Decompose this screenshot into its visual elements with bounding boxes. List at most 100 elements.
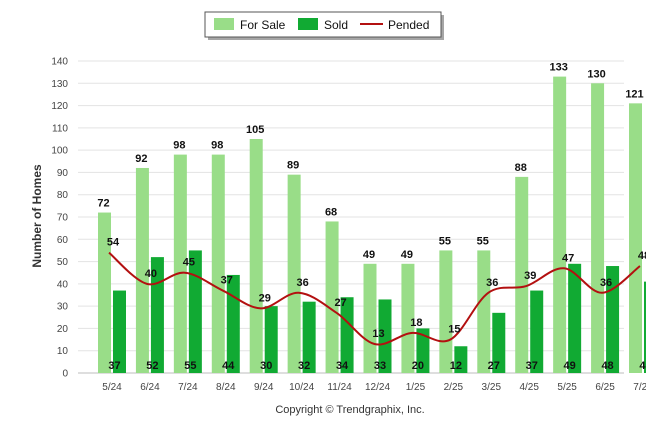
for-sale-bar xyxy=(439,250,453,373)
y-tick-label: 50 xyxy=(57,257,69,268)
for-sale-bar xyxy=(173,154,187,373)
for-sale-value-label: 89 xyxy=(287,160,299,172)
x-tick-label: 12/24 xyxy=(365,382,390,393)
pended-value-label: 39 xyxy=(524,270,536,282)
x-tick-label: 3/25 xyxy=(482,382,502,393)
x-tick-label: 5/24 xyxy=(102,382,122,393)
pended-value-label: 36 xyxy=(600,277,612,289)
pended-line-path xyxy=(108,251,641,346)
for-sale-value-label: 55 xyxy=(477,235,489,247)
y-tick-label: 30 xyxy=(57,302,69,313)
sold-bar xyxy=(416,328,430,373)
for-sale-value-label: 68 xyxy=(325,206,337,218)
for-sale-value-label: 98 xyxy=(211,140,223,152)
sold-bar xyxy=(492,312,506,373)
x-tick-label: 6/25 xyxy=(595,382,615,393)
x-tick-label: 4/25 xyxy=(519,382,539,393)
pended-value-label: 54 xyxy=(107,237,120,249)
legend-box xyxy=(204,11,442,38)
x-tick-label: 10/24 xyxy=(289,382,314,393)
sold-value-label: 30 xyxy=(260,360,272,372)
y-tick-label: 120 xyxy=(51,101,68,112)
sold-value-label: 44 xyxy=(222,360,235,372)
pended-value-label: 36 xyxy=(486,277,498,289)
for-sale-bar xyxy=(553,76,567,373)
sold-value-label: 55 xyxy=(184,360,196,372)
y-tick-label: 130 xyxy=(51,79,68,90)
y-tick-label: 70 xyxy=(57,213,69,224)
for-sale-bar xyxy=(629,103,642,373)
for-sale-value-label: 121 xyxy=(625,88,643,100)
sold-value-label: 49 xyxy=(564,360,576,372)
sold-value-label: 27 xyxy=(488,360,500,372)
copyright-text: Copyright © Trendgraphix, Inc. xyxy=(275,404,424,416)
x-tick-label: 8/24 xyxy=(216,382,236,393)
y-tick-label: 10 xyxy=(57,346,69,357)
grid xyxy=(78,60,624,374)
y-axis-label: Number of Homes xyxy=(30,164,44,268)
pended-value-label: 13 xyxy=(372,328,384,340)
y-tick-label: 0 xyxy=(62,369,68,380)
for-sale-bar xyxy=(211,154,225,373)
for-sale-bar xyxy=(98,212,111,373)
for-sale-bar xyxy=(325,221,339,373)
x-tick-label: 6/24 xyxy=(140,382,160,393)
x-tick-label: 11/24 xyxy=(327,382,352,393)
sold-bar xyxy=(150,257,164,373)
for-sale-bar xyxy=(401,263,415,373)
for-sale-bar xyxy=(287,174,301,373)
y-tick-label: 90 xyxy=(57,168,69,179)
y-tick-label: 140 xyxy=(51,57,68,68)
pended-value-label: 40 xyxy=(145,268,157,280)
pended-value-label: 18 xyxy=(410,317,422,329)
for-sale-bar xyxy=(477,250,491,373)
y-tick-label: 110 xyxy=(52,123,68,134)
x-tick-label: 2/25 xyxy=(444,382,464,393)
for-sale-value-label: 105 xyxy=(246,124,264,136)
y-tick-label: 40 xyxy=(57,279,69,290)
sold-bar xyxy=(530,290,544,373)
sold-bar xyxy=(302,301,316,373)
x-tick-label: 9/24 xyxy=(254,382,274,393)
for-sale-value-label: 98 xyxy=(173,140,185,152)
sold-value-label: 33 xyxy=(374,360,386,372)
for-sale-value-label: 49 xyxy=(401,249,413,261)
y-tick-label: 100 xyxy=(51,146,68,157)
pended-value-label: 36 xyxy=(297,277,309,289)
for-sale-value-label: 88 xyxy=(515,162,527,174)
sold-bar xyxy=(568,263,582,373)
for-sale-bar xyxy=(591,83,605,374)
x-tick-label: 7/24 xyxy=(178,382,198,393)
pended-value-label: 48 xyxy=(638,250,646,262)
legend-swatch-sold xyxy=(298,18,318,30)
for-sale-bar xyxy=(135,167,149,373)
pended-value-label: 15 xyxy=(448,324,460,336)
axes: 0 10 20 30 40 50 60 70 80 90 100 110 120 130 140 5/24 6/… xyxy=(51,57,646,394)
legend-swatch-for-sale xyxy=(214,18,234,30)
sold-value-label: 37 xyxy=(526,360,538,372)
sold-value-label: 32 xyxy=(298,360,310,372)
for-sale-value-label: 92 xyxy=(135,153,147,165)
sold-bar xyxy=(644,281,646,373)
for-sale-value-label: 55 xyxy=(439,235,451,247)
x-tick-label: 7/25 xyxy=(633,382,646,393)
sold-bar xyxy=(340,297,354,373)
sold-bar xyxy=(264,306,278,373)
sold-bar xyxy=(226,274,240,373)
sold-bar xyxy=(378,299,392,373)
pended-value-label: 37 xyxy=(221,275,233,287)
for-sale-value-label: 130 xyxy=(587,68,605,80)
legend-label-sold: Sold xyxy=(324,18,348,32)
x-tick-label: 5/25 xyxy=(557,382,577,393)
sold-value-label: 52 xyxy=(146,360,158,372)
bars xyxy=(98,76,646,374)
sold-bar xyxy=(606,266,620,373)
for-sale-bar xyxy=(515,176,529,373)
for-sale-bar xyxy=(363,263,377,373)
legend-label-pended: Pended xyxy=(388,18,429,32)
for-sale-value-label: 49 xyxy=(363,249,375,261)
y-tick-label: 20 xyxy=(57,324,69,335)
sold-value-label: 37 xyxy=(108,360,120,372)
sold-bar xyxy=(454,346,468,373)
